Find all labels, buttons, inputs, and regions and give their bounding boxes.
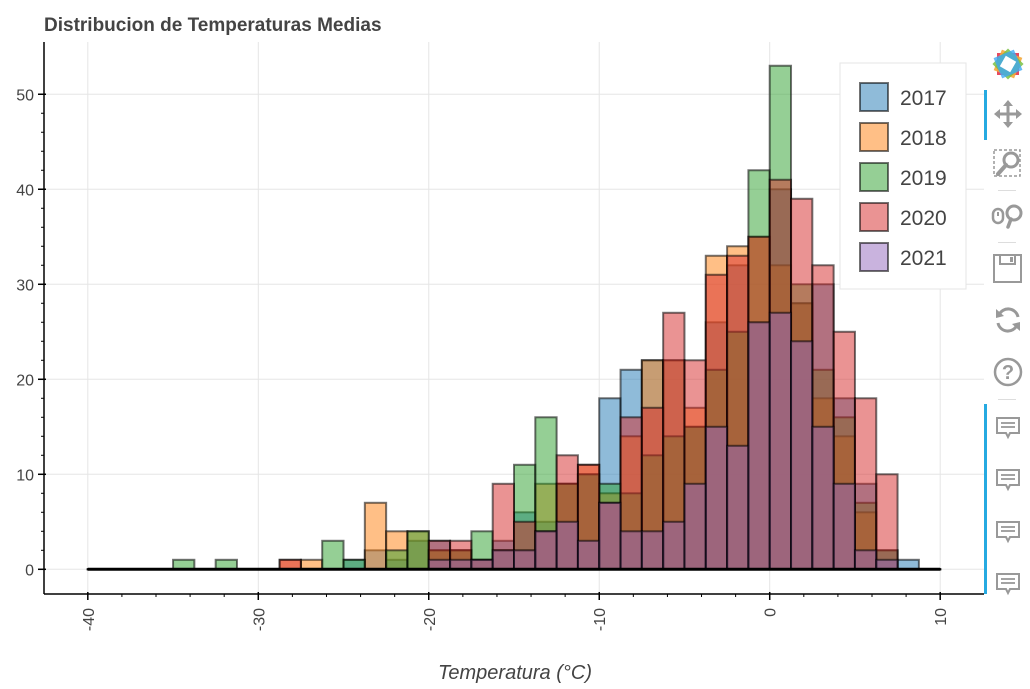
hover-icon[interactable] — [988, 564, 1028, 604]
y-tick-label: 30 — [16, 277, 34, 294]
histogram-bar — [875, 473, 899, 571]
y-tick-label: 0 — [25, 562, 34, 579]
legend-swatch-2020[interactable] — [859, 202, 889, 232]
histogram-bar — [662, 520, 686, 571]
toolbar-separator — [998, 190, 1016, 191]
x-tick-label: 10 — [933, 608, 950, 626]
active-tool-indicator — [984, 404, 987, 594]
histogram-bar — [747, 321, 771, 571]
y-tick-label: 20 — [16, 372, 34, 389]
legend-label-2018[interactable]: 2018 — [900, 127, 947, 150]
x-tick-label: -30 — [251, 608, 268, 631]
svg-text:?: ? — [1002, 362, 1014, 384]
histogram-bar — [385, 549, 409, 571]
active-tool-indicator — [984, 90, 987, 140]
histogram-bar — [513, 549, 537, 571]
histogram-bar — [704, 425, 729, 571]
x-tick-label: -40 — [81, 608, 98, 631]
legend-label-2019[interactable]: 2019 — [900, 167, 947, 190]
histogram-bar — [406, 530, 430, 571]
histogram-bar — [683, 482, 707, 571]
box-zoom-icon[interactable] — [988, 144, 1028, 184]
hover-icon[interactable] — [988, 460, 1028, 500]
legend-swatch-2021[interactable] — [859, 242, 889, 272]
x-tick-label: 0 — [763, 608, 780, 617]
legend-swatch-2019[interactable] — [859, 162, 889, 192]
histogram-bar — [321, 539, 345, 571]
legend-swatch-2017[interactable] — [859, 82, 889, 112]
histogram-bar — [640, 530, 665, 571]
x-axis-label: Temperatura (°C) — [438, 662, 592, 684]
reset-icon[interactable] — [988, 300, 1028, 340]
histogram-bar — [768, 311, 793, 571]
histogram-bar — [555, 520, 579, 571]
histogram-bar — [598, 501, 622, 571]
help-icon[interactable]: ? — [988, 352, 1028, 392]
legend-label-2020[interactable]: 2020 — [900, 207, 947, 230]
legend-swatch-2018[interactable] — [859, 122, 889, 152]
wheel-zoom-icon[interactable] — [988, 196, 1028, 236]
move-arrows-icon[interactable] — [988, 94, 1028, 134]
legend-label-2021[interactable]: 2021 — [900, 247, 947, 270]
y-tick-label: 40 — [16, 182, 34, 199]
histogram-bars — [86, 64, 942, 571]
legend-label-2017[interactable]: 2017 — [900, 87, 947, 110]
bokeh-logo-icon[interactable] — [988, 44, 1028, 84]
chart-title: Distribucion de Temperaturas Medias — [44, 15, 382, 36]
histogram-bar — [534, 530, 558, 571]
y-tick-label: 50 — [16, 87, 34, 104]
histogram-bar — [790, 340, 814, 571]
save-icon[interactable] — [988, 248, 1028, 288]
histogram-bar — [576, 539, 601, 571]
histogram-bar — [832, 482, 856, 571]
histogram-bar — [491, 549, 516, 571]
axes: 0 10 20 30 40 50 -40 -30 -20 -10 0 10 — [16, 42, 984, 631]
histogram-bar — [363, 501, 388, 571]
toolbar-separator — [998, 242, 1016, 243]
histogram-bar — [853, 397, 878, 571]
y-tick-label: 10 — [16, 467, 34, 484]
hover-icon[interactable] — [988, 408, 1028, 448]
hover-icon[interactable] — [988, 512, 1028, 552]
histogram-bar — [853, 549, 878, 571]
toolbar-separator — [998, 399, 1016, 400]
x-tick-label: -10 — [592, 608, 609, 631]
histogram-bar — [811, 425, 835, 571]
x-tick-label: -20 — [422, 608, 439, 631]
histogram-bar — [619, 530, 643, 571]
histogram-bar — [726, 444, 750, 571]
chart-toolbar: ? — [984, 42, 1030, 602]
legend: 2017 2018 2019 2020 2021 — [839, 62, 967, 290]
